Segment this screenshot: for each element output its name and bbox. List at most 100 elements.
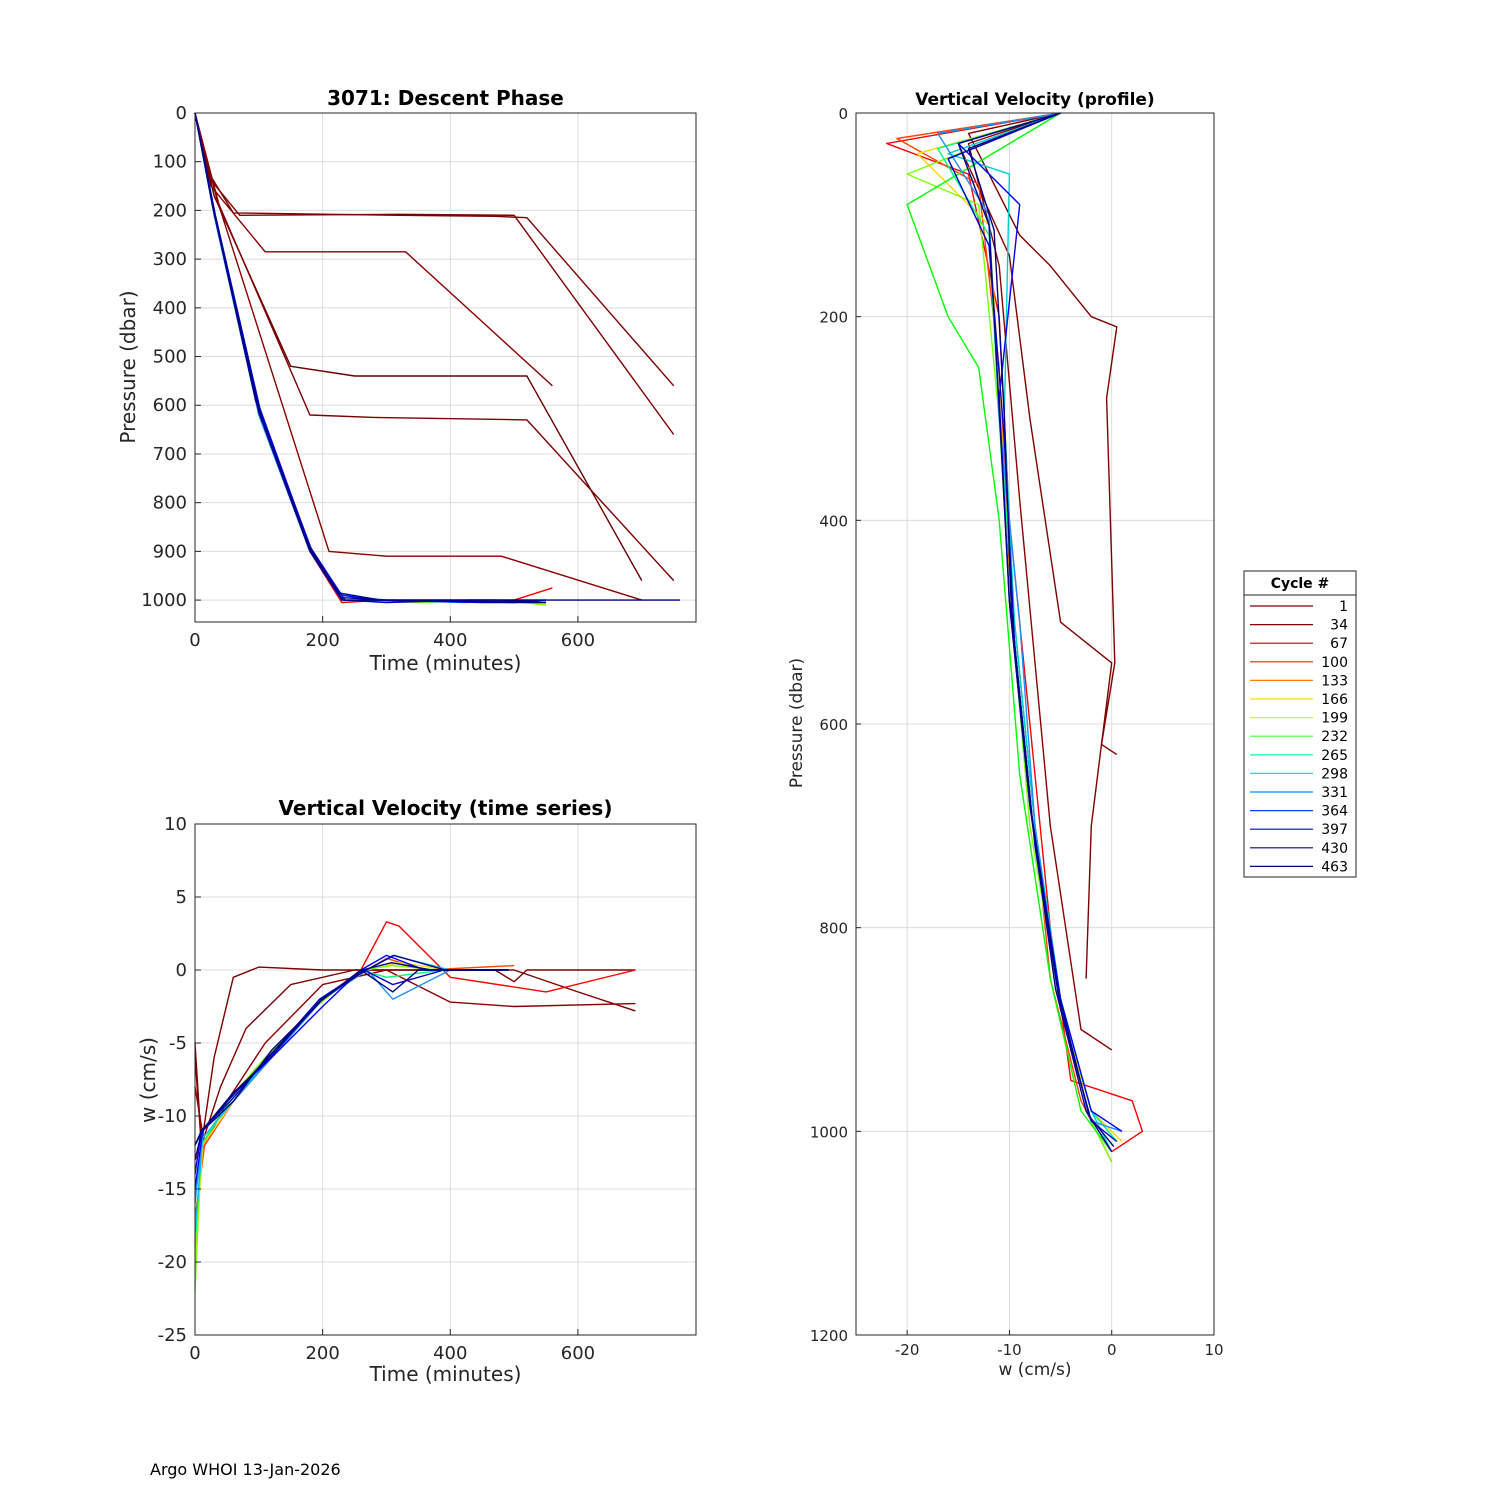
- vv_profile-xtick-label-3: 10: [1204, 1341, 1223, 1359]
- descent-ytick-label-0: 0: [176, 103, 187, 124]
- legend-label-133: 133: [1321, 673, 1348, 689]
- descent-axes-box: [194, 112, 697, 623]
- descent-ytick-label-3: 300: [153, 249, 187, 270]
- vv-time-ylabel: w (cm/s): [136, 1037, 160, 1123]
- vv-time-title: Vertical Velocity (time series): [279, 796, 613, 820]
- vv_profile-ytick-label-1: 200: [819, 309, 848, 327]
- vv-profile-title: Vertical Velocity (profile): [915, 90, 1154, 110]
- vv_profile-series-cycle-463: [967, 112, 1115, 1148]
- descent-ylabel: Pressure (dbar): [116, 290, 140, 443]
- legend: Cycle # 1 34 67 100 133 166 199 232 265 298 331 364…: [1243, 570, 1357, 878]
- vv_profile-ytick-label-6: 1200: [810, 1327, 848, 1345]
- vv_profile-series-cycle-1: [967, 112, 1118, 756]
- descent-ytick-label-10: 1000: [141, 590, 187, 611]
- vv_time-xtick-label-0: 0: [189, 1343, 200, 1364]
- vv_time-xtick-label-1: 200: [305, 1343, 339, 1364]
- legend-label-166: 166: [1321, 692, 1348, 708]
- vv_time-series-cycle-67: [194, 969, 636, 1146]
- vv_time-ytick-label-7: -25: [158, 1325, 187, 1346]
- descent-ytick-label-9: 900: [153, 541, 187, 562]
- vv_time-ytick-label-3: -5: [169, 1033, 187, 1054]
- legend-box: [1243, 570, 1357, 878]
- vv_profile-ytick-label-4: 800: [819, 920, 848, 938]
- descent-ytick-label-4: 400: [153, 298, 187, 319]
- descent-xtick-label-3: 600: [561, 630, 595, 651]
- vv_profile-ytick-label-2: 400: [819, 512, 848, 530]
- descent-xtick-label-1: 200: [305, 630, 339, 651]
- legend-label-67: 67: [1330, 636, 1348, 652]
- legend-label-265: 265: [1321, 748, 1348, 764]
- vv_time-series-cycle-166: [194, 962, 502, 1263]
- descent-series-cycle-67: [194, 112, 553, 387]
- descent-series-cycle-166: [194, 112, 643, 601]
- vv_profile-ytick-label-3: 600: [819, 716, 848, 734]
- descent-panel: 0 200 400 600 0 100 200 300 400 500 600 700 800 900 10…: [116, 86, 697, 675]
- descent-ytick-label-5: 500: [153, 347, 187, 368]
- vv-profile-ylabel: Pressure (dbar): [787, 658, 807, 788]
- vv_time-series-cycle-463: [194, 962, 508, 1146]
- vv_time-series-cycle-1: [194, 966, 636, 1146]
- legend-label-1: 1: [1339, 599, 1348, 615]
- legend-title: Cycle #: [1271, 576, 1330, 592]
- vv-time-xlabel: Time (minutes): [369, 1362, 522, 1386]
- descent-xtick-label-0: 0: [189, 630, 200, 651]
- vv_time-series-cycle-34: [194, 969, 636, 1146]
- vv_profile-xtick-label-1: -10: [997, 1341, 1022, 1359]
- legend-label-463: 463: [1321, 859, 1348, 875]
- vv-profile-grid: [856, 112, 1215, 1336]
- legend-label-430: 430: [1321, 841, 1348, 857]
- vv-time-lines: [194, 921, 636, 1292]
- descent-ytick-label-8: 800: [153, 493, 187, 514]
- descent-series-cycle-100: [194, 112, 643, 581]
- vv_profile-series-cycle-34: [957, 112, 1113, 979]
- legend-label-364: 364: [1321, 804, 1348, 820]
- vv_profile-series-cycle-67: [967, 112, 1113, 1051]
- vv-time-grid: [194, 823, 696, 1336]
- vv_time-series-cycle-430: [194, 969, 502, 1146]
- vv_time-ytick-label-0: 10: [164, 814, 187, 835]
- descent-series-cycle-1: [194, 112, 675, 387]
- descent-ytick-label-7: 700: [153, 444, 187, 465]
- vv_profile-xtick-label-0: -20: [895, 1341, 920, 1359]
- vv-time-panel: 0 200 400 600 10 5 0 -5 -10 -15 -20 -25 Vertical Ve…: [136, 796, 697, 1386]
- legend-label-232: 232: [1321, 729, 1348, 745]
- footer-credit: Argo WHOI 13-Jan-2026: [150, 1460, 341, 1479]
- vv-time-axes-box: [194, 823, 697, 1336]
- descent-lines: [194, 112, 680, 606]
- descent-ticks: 0 200 400 600 0 100 200 300 400 500 600 700 800 900 10…: [141, 103, 595, 651]
- vv_time-series-cycle-199: [194, 964, 508, 1292]
- vv_time-series-cycle-265: [194, 954, 508, 1233]
- descent-xtick-label-2: 400: [433, 630, 467, 651]
- descent-title: 3071: Descent Phase: [327, 86, 564, 110]
- vv_time-series-cycle-397: [194, 954, 509, 1160]
- vv-profile-xlabel: w (cm/s): [998, 1360, 1071, 1380]
- vv_time-xtick-label-3: 600: [561, 1343, 595, 1364]
- vv_time-ytick-label-5: -15: [158, 1179, 187, 1200]
- descent-ytick-label-2: 200: [153, 200, 187, 221]
- legend-label-397: 397: [1321, 822, 1348, 838]
- vv_profile-series-cycle-232: [906, 112, 1113, 1153]
- descent-ytick-label-6: 600: [153, 395, 187, 416]
- descent-series-cycle-463: [194, 112, 547, 604]
- vv_profile-xtick-label-2: 0: [1107, 1341, 1117, 1359]
- vv_time-ytick-label-4: -10: [158, 1106, 187, 1127]
- legend-label-331: 331: [1321, 785, 1348, 801]
- legend-label-100: 100: [1321, 655, 1348, 671]
- legend-label-298: 298: [1321, 766, 1348, 782]
- vv_profile-series-cycle-364: [957, 112, 1123, 1132]
- vv_time-ytick-label-2: 0: [176, 960, 187, 981]
- vv_time-series-cycle-100: [194, 921, 636, 1161]
- legend-label-34: 34: [1330, 618, 1348, 634]
- descent-xlabel: Time (minutes): [369, 651, 522, 675]
- vv_profile-ytick-label-0: 0: [838, 105, 848, 123]
- vv_time-series-cycle-331: [194, 954, 502, 1190]
- vv_profile-series-cycle-430: [957, 112, 1113, 1153]
- descent-ytick-label-1: 100: [153, 152, 187, 173]
- vv_profile-ytick-label-5: 1000: [810, 1123, 848, 1141]
- vv_profile-series-cycle-397: [947, 112, 1118, 1143]
- vv_time-xtick-label-2: 400: [433, 1343, 467, 1364]
- vv_profile-series-cycle-331: [937, 112, 1123, 1132]
